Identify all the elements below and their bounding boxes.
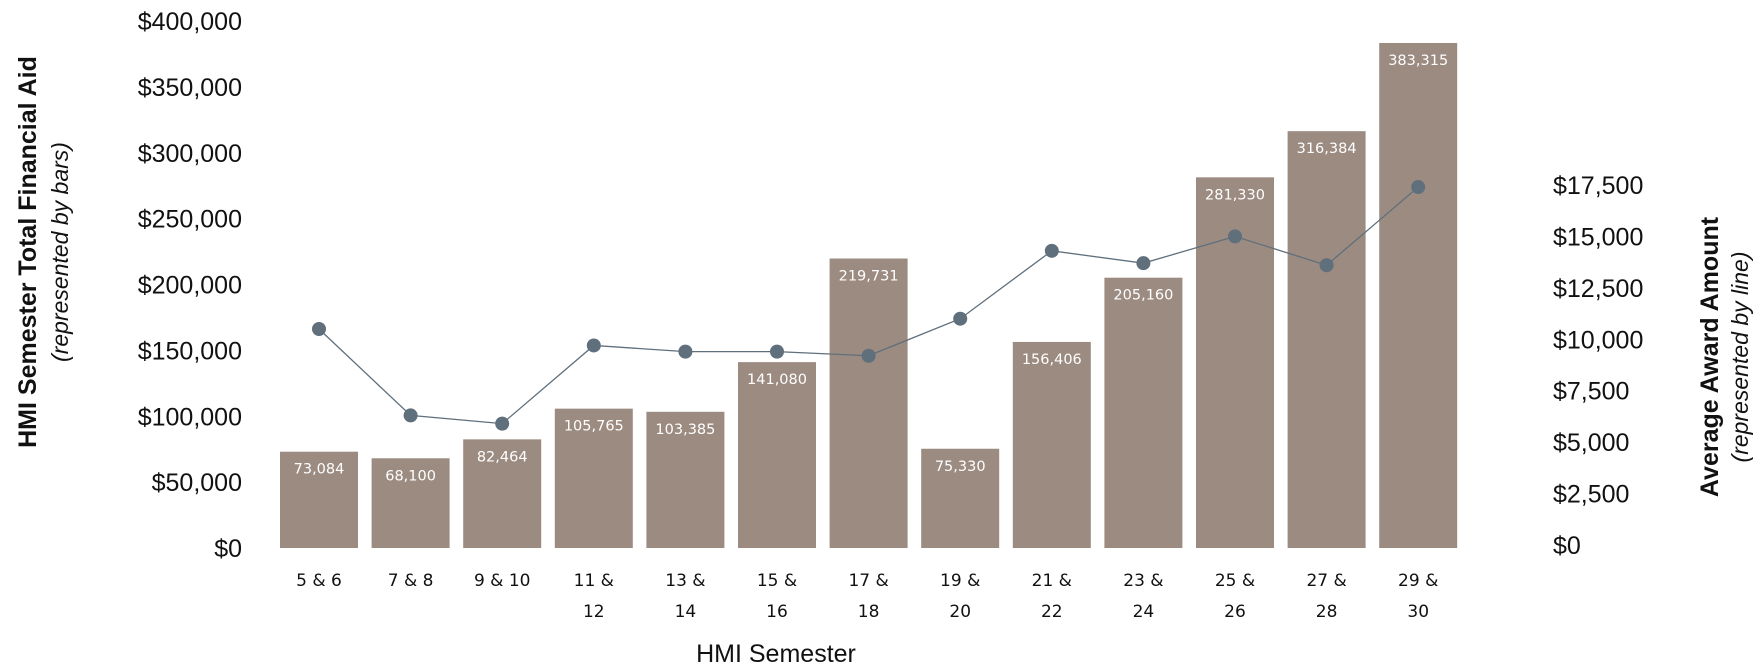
line-point [861,348,876,363]
x-tick-label: 9 & 10 [474,571,531,591]
left-y-tick-label: $0 [214,535,242,563]
bar [1379,42,1458,549]
bar [554,408,633,548]
right-y-axis-title: Average Award Amount [1696,216,1724,497]
left-y-tick-label: $300,000 [138,140,242,168]
right-y-tick-label: $15,000 [1553,223,1643,251]
x-tick-label: 5 & 6 [296,571,342,591]
left-y-axis-subtitle: (represented by bars) [47,142,73,362]
x-axis-ticks: 5 & 6 7 & 8 9 & 10 11 & 12 13 & 14 15 & 16 17 & 18… [296,571,1438,622]
left-y-axis-ticks: $0 $50,000 $100,000 $150,000 $200,000 $250,00… [138,8,242,563]
bar-value-label: 316,384 [1297,141,1357,157]
line-point [403,408,418,423]
bar-value-label: 383,315 [1388,53,1448,69]
x-tick-label: 13 & 14 [665,571,705,622]
left-y-tick-label: $400,000 [138,8,242,36]
right-y-axis-ticks: $0 $2,500 $5,000 $7,500 $10,000 $12,500 $15,00… [1553,172,1643,560]
line-point [1319,258,1334,273]
bar-value-label: 141,080 [747,372,807,388]
left-y-tick-label: $50,000 [152,469,242,497]
right-y-tick-label: $5,000 [1553,429,1629,457]
bar [646,411,725,548]
line-point [770,344,784,359]
right-y-tick-label: $17,500 [1553,172,1643,200]
bar [829,258,908,548]
bar [280,451,358,548]
bar-value-label: 75,330 [935,459,986,475]
x-tick-label: 17 & 18 [848,571,888,622]
bar-value-label: 205,160 [1113,288,1173,304]
left-y-tick-label: $200,000 [138,272,242,300]
line-series [312,180,1426,431]
right-y-tick-label: $0 [1553,532,1581,560]
x-tick-label: 27 & 28 [1306,571,1346,622]
right-y-tick-label: $2,500 [1553,481,1629,509]
line-point [953,311,968,326]
bar [1287,131,1366,549]
bar [921,448,1000,548]
line-point [1044,243,1059,258]
left-y-tick-label: $250,000 [138,206,242,234]
line-point [1136,256,1151,271]
bar-value-label: 105,765 [564,419,624,435]
bar-value-label: 82,464 [477,449,528,465]
right-y-axis-subtitle: (represented by line) [1727,252,1753,463]
left-y-tick-label: $350,000 [138,74,242,102]
bar [1012,341,1091,548]
left-y-axis-title: HMI Semester Total Financial Aid [14,56,42,448]
x-tick-label: 29 & 30 [1398,571,1438,622]
x-tick-label: 19 & 20 [940,571,980,622]
bar [463,439,542,548]
x-tick-label: 21 & 22 [1032,571,1072,622]
left-y-tick-label: $150,000 [138,337,242,365]
right-y-tick-label: $12,500 [1553,275,1643,303]
bar-value-label: 156,406 [1022,352,1082,368]
bar-value-label: 281,330 [1205,187,1265,203]
line-point [495,416,510,431]
x-tick-label: 15 & 16 [757,571,797,622]
bar [738,362,816,548]
bar-value-label: 73,084 [294,462,345,478]
x-tick-label: 11 & 12 [574,571,614,622]
right-y-tick-label: $7,500 [1553,378,1629,406]
line-point [1411,180,1426,195]
bar-series: 73,084 68,100 82,464 105,765 103,385 141,080 2… [280,42,1458,549]
left-y-tick-label: $100,000 [138,403,242,431]
bar [371,458,450,548]
line-point [678,344,693,359]
right-y-tick-label: $10,000 [1553,326,1643,354]
x-tick-label: 7 & 8 [388,571,434,591]
x-axis-title: HMI Semester [696,640,856,667]
bar-value-label: 68,100 [385,468,436,484]
line-point [586,338,601,353]
line-point [1228,229,1242,244]
bar-value-label: 103,385 [655,422,715,438]
line-point [312,322,326,336]
x-tick-label: 23 & 24 [1123,571,1163,622]
bar [1104,277,1183,548]
bar-value-label: 219,731 [839,269,899,285]
x-tick-label: 25 & 26 [1215,571,1255,622]
